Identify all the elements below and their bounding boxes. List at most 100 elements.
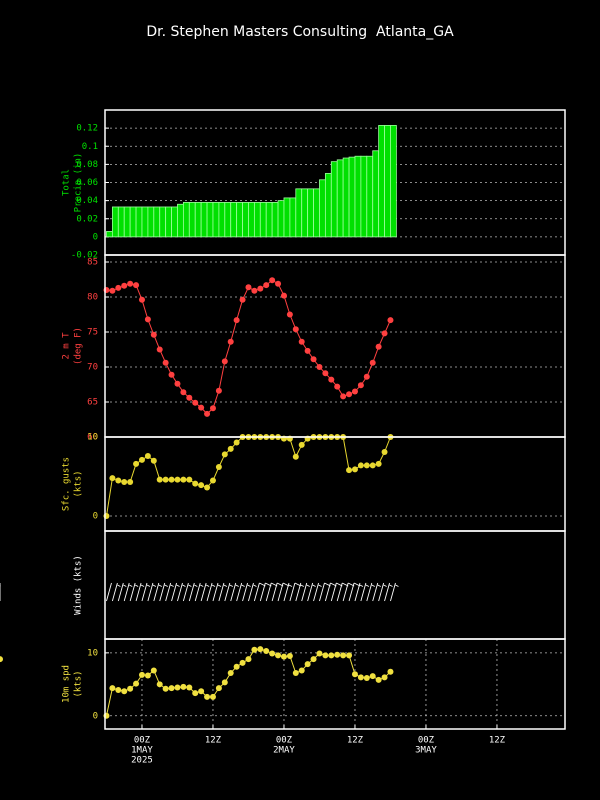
wind-barb <box>265 582 278 602</box>
point <box>257 646 264 653</box>
panel-frame <box>104 254 566 438</box>
point <box>275 652 282 659</box>
point <box>351 388 358 395</box>
y-tick-label: 70 <box>87 363 98 373</box>
point <box>227 445 234 452</box>
point <box>198 688 205 695</box>
point <box>298 667 305 674</box>
point <box>150 457 157 464</box>
point <box>292 326 299 333</box>
point <box>221 679 228 686</box>
point <box>186 394 193 401</box>
point <box>298 441 305 448</box>
bar <box>307 188 314 238</box>
point <box>263 647 270 654</box>
point <box>275 280 282 287</box>
y-tick-label: 0.12 <box>76 124 98 134</box>
panel-frame <box>104 638 566 730</box>
bar <box>111 206 119 238</box>
wind-barb <box>301 582 310 602</box>
point <box>204 693 211 700</box>
bar <box>354 155 362 238</box>
bar <box>129 206 137 238</box>
wind-barb <box>378 582 387 602</box>
y-tick-label: 10 <box>87 648 98 658</box>
point <box>340 652 347 659</box>
y-axis-label: Winds (kts) <box>74 555 84 615</box>
bar <box>177 203 184 238</box>
bar <box>117 206 125 238</box>
bar <box>218 202 226 238</box>
wind-barb <box>330 582 343 602</box>
y-tick-label: -0.02 <box>71 251 98 261</box>
bar <box>135 206 143 238</box>
point <box>286 311 293 318</box>
point <box>387 668 394 675</box>
bar <box>253 202 261 238</box>
wind-barb <box>336 582 349 602</box>
point <box>363 675 370 682</box>
y-tick-label: 0 <box>93 511 98 521</box>
x-tick-label: 12Z <box>205 736 222 746</box>
point <box>156 346 163 353</box>
point <box>334 651 341 658</box>
y-tick-label: 0.04 <box>76 196 98 206</box>
bar <box>188 202 196 238</box>
wind-barb <box>194 582 204 602</box>
point <box>156 681 163 688</box>
wind-barb <box>348 582 361 602</box>
point <box>286 652 293 659</box>
point <box>180 476 187 483</box>
point <box>204 410 211 417</box>
point <box>251 287 258 294</box>
point <box>192 399 199 406</box>
point <box>109 685 116 692</box>
wind-barb <box>360 582 370 602</box>
bar <box>159 206 167 238</box>
wind-barb <box>141 582 151 602</box>
wind-barb <box>271 582 284 602</box>
point <box>138 296 145 303</box>
bar <box>236 202 243 238</box>
x-date-label: 1MAY <box>131 746 153 756</box>
point <box>180 389 187 396</box>
point <box>375 676 382 683</box>
point <box>133 460 140 467</box>
bar <box>301 188 309 238</box>
bar <box>348 156 356 238</box>
point <box>369 673 376 680</box>
y-tick-label: 0.08 <box>76 160 98 170</box>
point <box>233 663 240 670</box>
point <box>310 656 317 663</box>
wind-barb <box>106 582 112 602</box>
point <box>292 453 299 460</box>
point <box>292 669 299 676</box>
point <box>346 467 353 474</box>
bar <box>342 157 350 238</box>
point <box>121 282 128 289</box>
x-tick-label: 00Z <box>418 736 435 746</box>
point <box>186 476 193 483</box>
bar <box>141 206 149 238</box>
point <box>144 316 151 323</box>
bar <box>283 197 291 238</box>
point <box>375 343 382 350</box>
wind-barb <box>259 582 272 602</box>
point <box>363 373 370 380</box>
point <box>298 338 305 345</box>
point <box>186 684 193 691</box>
bar <box>171 206 178 238</box>
wind-barb <box>289 582 302 602</box>
point <box>381 449 388 456</box>
bar <box>378 125 385 238</box>
bar <box>366 155 374 238</box>
bar <box>384 125 391 238</box>
point <box>215 464 222 471</box>
wind-barb <box>111 582 121 602</box>
point <box>269 650 276 657</box>
point <box>351 466 358 473</box>
chart-title: Dr. Stephen Masters Consulting Atlanta_G… <box>146 24 454 40</box>
point <box>304 347 311 354</box>
wind-barb <box>165 582 174 602</box>
point <box>162 359 169 366</box>
